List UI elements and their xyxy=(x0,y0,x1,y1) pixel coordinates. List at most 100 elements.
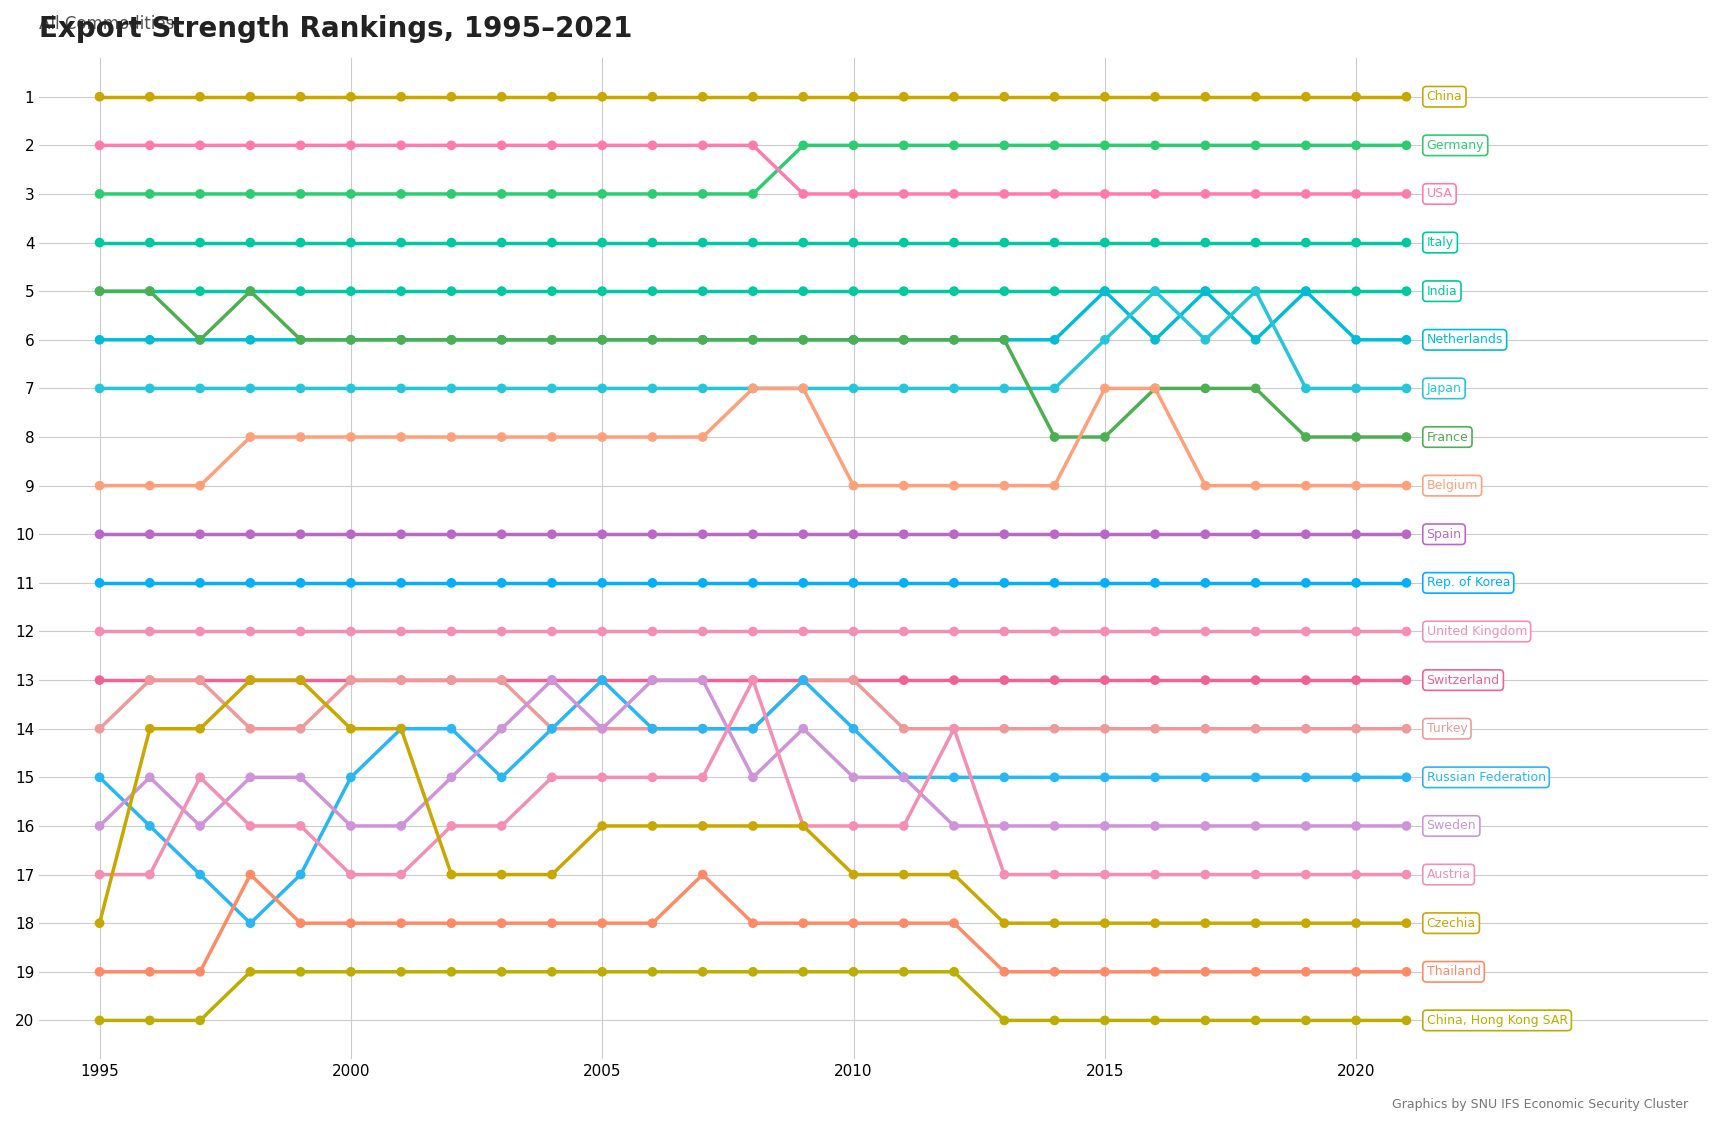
Point xyxy=(1041,477,1068,495)
Point xyxy=(1192,865,1220,883)
Point xyxy=(286,331,314,349)
Point xyxy=(1041,914,1068,932)
Point xyxy=(739,768,767,786)
Point xyxy=(1342,282,1370,300)
Point xyxy=(136,282,164,300)
Point xyxy=(286,865,314,883)
Point xyxy=(1342,477,1370,495)
Point xyxy=(589,963,617,981)
Point xyxy=(891,233,918,252)
Point xyxy=(286,963,314,981)
Point xyxy=(338,282,365,300)
Text: United Kingdom: United Kingdom xyxy=(1427,625,1527,638)
Point xyxy=(538,963,565,981)
Point xyxy=(789,671,817,689)
Point xyxy=(639,136,667,155)
Point xyxy=(286,233,314,252)
Point xyxy=(789,671,817,689)
Point xyxy=(538,331,565,349)
Point xyxy=(941,574,968,592)
Point xyxy=(891,331,918,349)
Point xyxy=(538,914,565,932)
Point xyxy=(488,331,515,349)
Point xyxy=(1342,331,1370,349)
Point xyxy=(1041,88,1068,106)
Point xyxy=(236,331,264,349)
Point xyxy=(991,233,1018,252)
Point xyxy=(186,574,214,592)
Point xyxy=(739,526,767,544)
Point xyxy=(186,1012,214,1030)
Point xyxy=(991,914,1018,932)
Point xyxy=(1091,865,1118,883)
Point xyxy=(1192,574,1220,592)
Text: Sweden: Sweden xyxy=(1427,819,1477,832)
Point xyxy=(839,720,867,738)
Point xyxy=(1242,623,1270,641)
Point xyxy=(991,623,1018,641)
Point xyxy=(689,865,717,883)
Point xyxy=(286,623,314,641)
Point xyxy=(739,136,767,155)
Point xyxy=(1292,1012,1320,1030)
Text: Graphics by SNU IFS Economic Security Cluster: Graphics by SNU IFS Economic Security Cl… xyxy=(1392,1098,1689,1111)
Point xyxy=(236,282,264,300)
Point xyxy=(438,865,465,883)
Point xyxy=(589,574,617,592)
Point xyxy=(1242,963,1270,981)
Point xyxy=(86,671,114,689)
Point xyxy=(1292,865,1320,883)
Point xyxy=(338,914,365,932)
Point xyxy=(839,185,867,203)
Point xyxy=(639,379,667,397)
Point xyxy=(1342,1012,1370,1030)
Point xyxy=(1192,526,1220,544)
Point xyxy=(1242,379,1270,397)
Point xyxy=(839,671,867,689)
Point xyxy=(388,136,415,155)
Point xyxy=(1192,136,1220,155)
Point xyxy=(891,477,918,495)
Point xyxy=(186,136,214,155)
Point xyxy=(891,817,918,835)
Point xyxy=(1041,865,1068,883)
Point xyxy=(338,768,365,786)
Point xyxy=(286,574,314,592)
Point xyxy=(1041,720,1068,738)
Point xyxy=(991,282,1018,300)
Text: France: France xyxy=(1427,431,1468,443)
Point xyxy=(941,331,968,349)
Point xyxy=(286,136,314,155)
Point xyxy=(438,233,465,252)
Point xyxy=(1091,817,1118,835)
Point xyxy=(86,574,114,592)
Point xyxy=(1091,88,1118,106)
Point xyxy=(538,671,565,689)
Point xyxy=(1342,914,1370,932)
Point xyxy=(589,88,617,106)
Point xyxy=(186,331,214,349)
Point xyxy=(236,768,264,786)
Point xyxy=(941,623,968,641)
Point xyxy=(186,671,214,689)
Point xyxy=(338,331,365,349)
Point xyxy=(338,136,365,155)
Point xyxy=(1392,671,1420,689)
Point xyxy=(1342,88,1370,106)
Point xyxy=(438,817,465,835)
Point xyxy=(739,282,767,300)
Point xyxy=(338,817,365,835)
Point xyxy=(639,914,667,932)
Text: Belgium: Belgium xyxy=(1427,479,1478,492)
Text: China: China xyxy=(1427,90,1463,104)
Point xyxy=(839,477,867,495)
Point xyxy=(488,428,515,446)
Point xyxy=(538,282,565,300)
Point xyxy=(891,914,918,932)
Point xyxy=(891,185,918,203)
Point xyxy=(388,331,415,349)
Point xyxy=(639,282,667,300)
Point xyxy=(589,671,617,689)
Point xyxy=(941,526,968,544)
Point xyxy=(941,88,968,106)
